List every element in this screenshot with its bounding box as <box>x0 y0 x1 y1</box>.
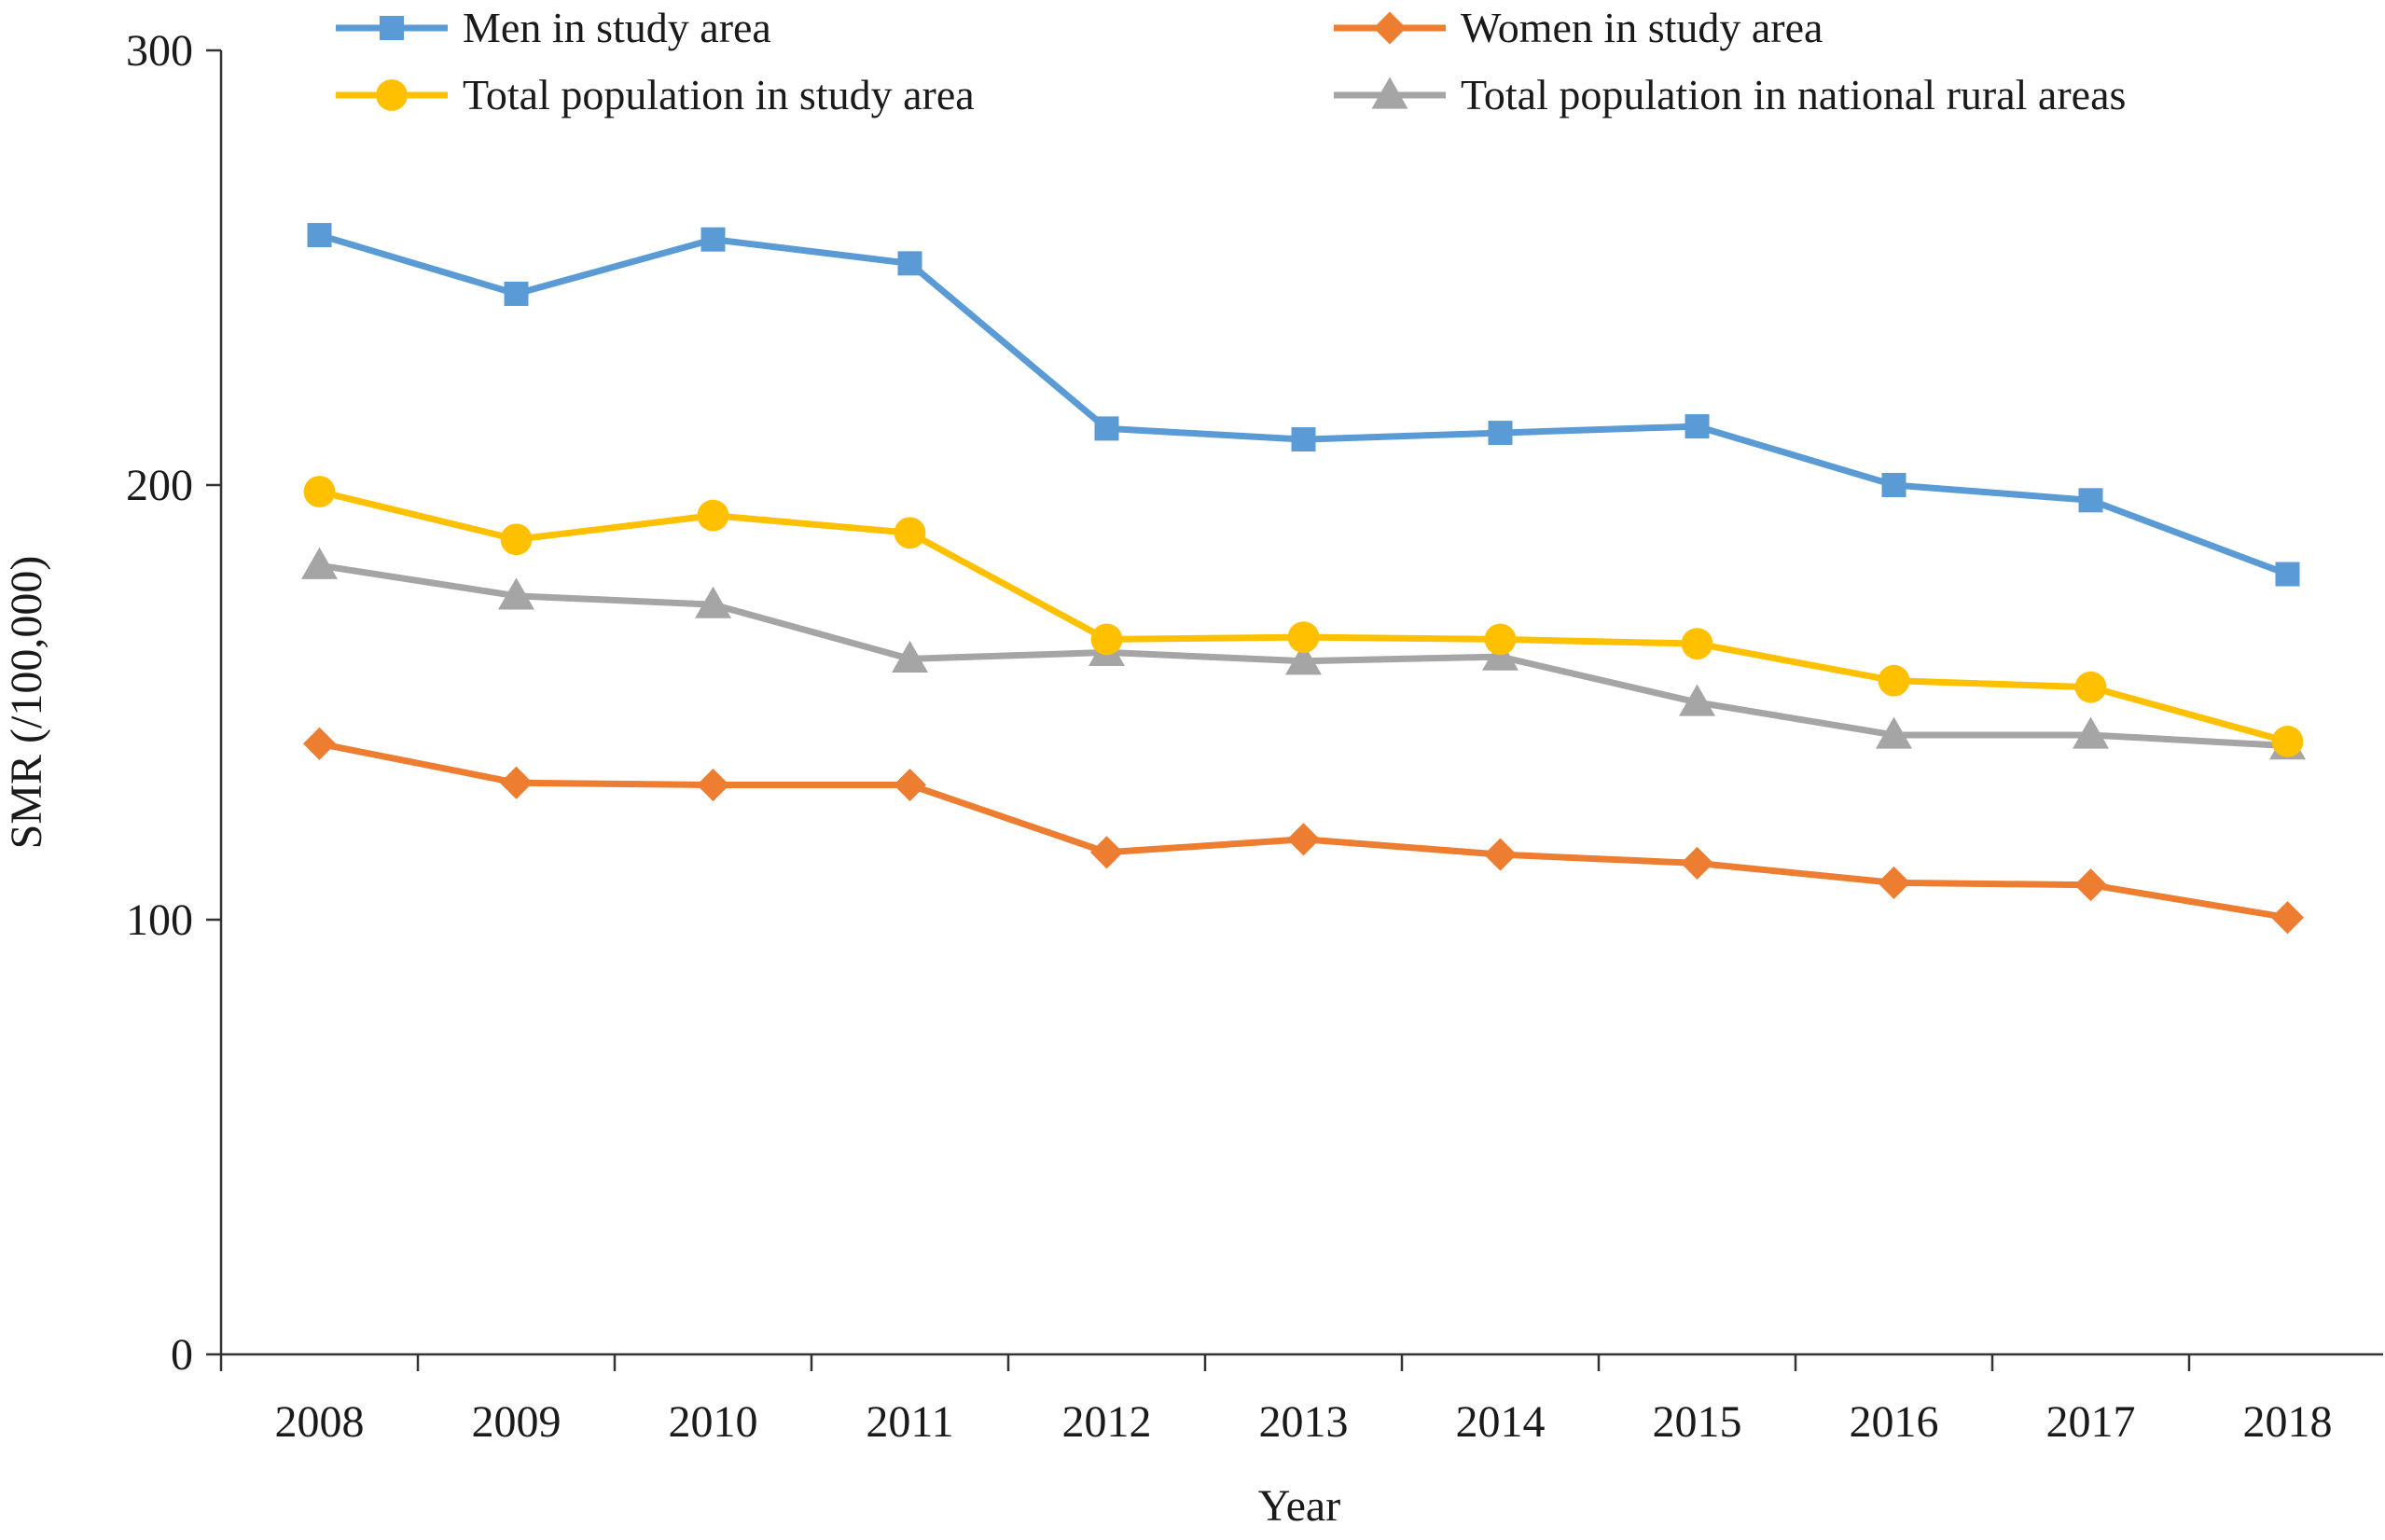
y-tick-label: 100 <box>126 895 193 945</box>
data-point <box>499 766 534 799</box>
data-point <box>1285 643 1322 675</box>
data-point <box>1094 416 1119 441</box>
data-point <box>695 586 731 618</box>
x-tick-label: 2018 <box>2243 1397 2333 1447</box>
data-point <box>893 768 927 802</box>
series-diamond <box>302 727 2305 935</box>
data-point <box>1484 623 1517 656</box>
x-tick-label: 2016 <box>1850 1397 1939 1447</box>
legend-marker <box>380 16 404 40</box>
data-point <box>1679 684 1715 716</box>
legend-item: Total population in study area <box>336 71 975 118</box>
data-point <box>1685 414 1710 439</box>
data-point <box>1680 846 1714 880</box>
legend: Men in study area Women in study area Tota… <box>336 4 2126 118</box>
data-point <box>307 223 332 248</box>
series-group <box>301 223 2306 935</box>
series-line <box>318 488 2289 745</box>
x-tick-label: 2013 <box>1259 1397 1349 1447</box>
data-point <box>1287 621 1320 653</box>
x-tick-label: 2015 <box>1653 1397 1742 1447</box>
data-point <box>1090 623 1123 656</box>
series-circle <box>303 476 2304 757</box>
legend-label: Total population in national rural areas <box>1461 71 2126 118</box>
data-point <box>2073 716 2109 749</box>
data-point <box>504 281 529 306</box>
legend-marker <box>1373 11 1407 45</box>
data-point <box>697 499 729 532</box>
data-point <box>696 768 730 802</box>
x-tick-label: 2008 <box>275 1397 365 1447</box>
x-tick-label: 2012 <box>1062 1397 1152 1447</box>
data-point <box>2270 901 2305 935</box>
y-tick-label: 0 <box>171 1330 193 1380</box>
data-point <box>498 577 534 610</box>
data-point <box>894 517 926 549</box>
legend-label: Total population in study area <box>463 71 975 118</box>
data-point <box>1286 823 1321 856</box>
data-point <box>1291 427 1316 452</box>
x-tick-label: 2017 <box>2046 1397 2136 1447</box>
legend-label: Men in study area <box>463 4 771 51</box>
data-point <box>500 523 533 556</box>
data-point <box>1089 836 1124 869</box>
x-tick-label: 2014 <box>1456 1397 1546 1447</box>
legend-marker <box>376 79 408 111</box>
data-point <box>2271 726 2304 757</box>
data-point <box>1881 473 1907 497</box>
data-point <box>2275 562 2300 587</box>
data-point <box>2073 868 2108 902</box>
series-triangle <box>301 547 2306 760</box>
data-point <box>700 227 726 252</box>
x-tick-label: 2011 <box>866 1397 953 1447</box>
data-point <box>1877 866 1911 899</box>
x-tick-label: 2010 <box>669 1397 758 1447</box>
x-tick-label: 2009 <box>472 1397 562 1447</box>
legend-marker <box>1371 76 1408 109</box>
data-point <box>2074 671 2107 703</box>
data-point <box>1488 421 1513 446</box>
data-point <box>2078 488 2103 513</box>
series-line <box>318 231 2289 577</box>
data-point <box>1681 628 1713 659</box>
y-tick-label: 200 <box>126 461 193 510</box>
legend-item: Total population in national rural areas <box>1334 71 2126 118</box>
legend-item: Men in study area <box>336 4 771 51</box>
x-axis-title: Year <box>1258 1481 1340 1531</box>
data-point <box>303 476 336 507</box>
data-point <box>1878 664 1910 697</box>
data-point <box>1483 838 1518 871</box>
legend-label: Women in study area <box>1461 4 1823 51</box>
legend-item: Women in study area <box>1334 4 1823 51</box>
data-point <box>301 547 338 579</box>
series-square <box>307 223 2300 587</box>
y-tick-label: 300 <box>126 26 193 76</box>
data-point <box>1876 716 1912 749</box>
y-axis-title: SMR (/100,000) <box>2 556 51 850</box>
data-point <box>897 251 922 276</box>
data-point <box>892 640 928 673</box>
axes: 0 100 200 300 2008 2009 2010 2011 2012 2013 2014 20… <box>126 26 2383 1447</box>
data-point <box>302 727 337 760</box>
